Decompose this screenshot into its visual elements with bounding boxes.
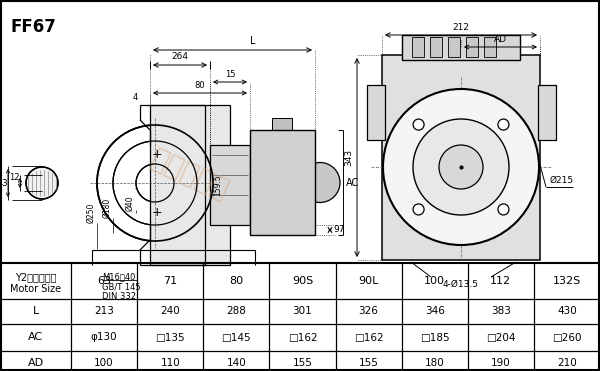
Circle shape bbox=[413, 119, 424, 130]
Text: AC: AC bbox=[28, 332, 43, 342]
Bar bbox=[210, 145, 250, 225]
Text: 110: 110 bbox=[160, 358, 180, 368]
Text: □135: □135 bbox=[155, 332, 185, 342]
Text: 瓦玛特博士: 瓦玛特博士 bbox=[146, 145, 233, 205]
Circle shape bbox=[413, 119, 509, 215]
Bar bbox=[272, 118, 292, 130]
Bar bbox=[484, 37, 496, 57]
Bar bbox=[367, 85, 385, 140]
Bar bbox=[430, 37, 442, 57]
Text: 140: 140 bbox=[226, 358, 246, 368]
Text: +: + bbox=[152, 148, 163, 161]
Text: GB/T 145: GB/T 145 bbox=[102, 282, 140, 291]
Circle shape bbox=[413, 204, 424, 215]
Text: φ130: φ130 bbox=[91, 332, 118, 342]
Text: □162: □162 bbox=[287, 332, 317, 342]
Text: 343: 343 bbox=[344, 149, 353, 166]
Circle shape bbox=[383, 89, 539, 245]
Text: □162: □162 bbox=[354, 332, 383, 342]
Text: AD: AD bbox=[494, 35, 507, 44]
Text: DIN 332: DIN 332 bbox=[102, 292, 136, 301]
Text: Y2电机机座号: Y2电机机座号 bbox=[15, 272, 56, 282]
Text: 97: 97 bbox=[333, 226, 344, 234]
Text: Ø40: Ø40 bbox=[125, 195, 134, 211]
Bar bbox=[253, 216, 312, 225]
Text: 190: 190 bbox=[491, 358, 511, 368]
Bar bbox=[150, 105, 230, 265]
Text: 155: 155 bbox=[359, 358, 379, 368]
Text: 212: 212 bbox=[452, 23, 470, 32]
Bar bbox=[382, 55, 540, 260]
Bar bbox=[466, 37, 478, 57]
Text: □185: □185 bbox=[420, 332, 449, 342]
Text: 63: 63 bbox=[97, 276, 111, 286]
Text: FF67: FF67 bbox=[10, 18, 56, 36]
Text: 288: 288 bbox=[226, 306, 246, 316]
Text: 100: 100 bbox=[94, 358, 114, 368]
Bar bbox=[538, 85, 556, 140]
Text: Motor Size: Motor Size bbox=[10, 284, 61, 294]
Bar bbox=[250, 130, 315, 235]
Circle shape bbox=[498, 204, 509, 215]
Text: Ø180: Ø180 bbox=[102, 198, 111, 218]
Bar bbox=[253, 177, 312, 186]
Text: 71: 71 bbox=[163, 276, 177, 286]
Text: 43: 43 bbox=[0, 178, 8, 187]
Text: 301: 301 bbox=[293, 306, 313, 316]
Text: 213: 213 bbox=[94, 306, 114, 316]
Text: 264: 264 bbox=[172, 52, 188, 61]
Bar bbox=[412, 37, 424, 57]
Text: 100: 100 bbox=[424, 276, 445, 286]
Bar bbox=[253, 190, 312, 199]
Text: 90S: 90S bbox=[292, 276, 313, 286]
Circle shape bbox=[498, 119, 509, 130]
Text: 12: 12 bbox=[9, 173, 19, 181]
Bar bbox=[253, 138, 312, 147]
Bar bbox=[253, 203, 312, 212]
Text: 80: 80 bbox=[229, 276, 244, 286]
Text: 210: 210 bbox=[557, 358, 577, 368]
Circle shape bbox=[26, 167, 58, 199]
Text: 90L: 90L bbox=[358, 276, 379, 286]
Text: 326: 326 bbox=[359, 306, 379, 316]
Text: 346: 346 bbox=[425, 306, 445, 316]
Bar bbox=[402, 35, 520, 60]
Text: □260: □260 bbox=[552, 332, 581, 342]
Text: □145: □145 bbox=[221, 332, 251, 342]
Text: AD: AD bbox=[28, 358, 44, 368]
Circle shape bbox=[300, 162, 340, 203]
Bar bbox=[253, 151, 312, 160]
Text: L: L bbox=[250, 36, 255, 46]
Text: 112: 112 bbox=[490, 276, 511, 286]
Text: 15: 15 bbox=[225, 70, 235, 79]
Text: □204: □204 bbox=[486, 332, 515, 342]
Text: 4-Ø13.5: 4-Ø13.5 bbox=[443, 280, 479, 289]
Text: 155: 155 bbox=[293, 358, 313, 368]
Text: L: L bbox=[32, 306, 38, 316]
Text: 132S: 132S bbox=[553, 276, 581, 286]
Text: AC: AC bbox=[346, 177, 359, 187]
Bar bbox=[253, 164, 312, 173]
Text: 80: 80 bbox=[194, 81, 205, 90]
Text: 240: 240 bbox=[160, 306, 180, 316]
Text: Ø215: Ø215 bbox=[550, 176, 574, 185]
Text: 4: 4 bbox=[133, 93, 137, 102]
Text: Ø250: Ø250 bbox=[86, 203, 95, 223]
Text: +: + bbox=[152, 206, 163, 219]
Bar bbox=[448, 37, 460, 57]
Circle shape bbox=[439, 145, 483, 189]
Text: 383: 383 bbox=[491, 306, 511, 316]
Text: M16深40: M16深40 bbox=[102, 272, 136, 281]
Text: 430: 430 bbox=[557, 306, 577, 316]
Text: 180: 180 bbox=[425, 358, 445, 368]
Text: 159.5: 159.5 bbox=[213, 174, 222, 196]
